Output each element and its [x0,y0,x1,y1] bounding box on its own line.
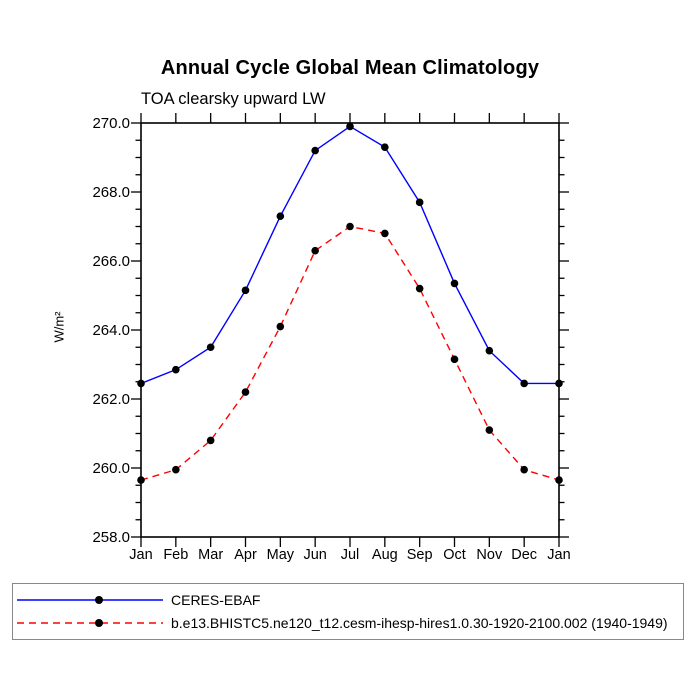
x-tick-label: Feb [163,547,188,563]
chart-title: Annual Cycle Global Mean Climatology [160,57,540,79]
legend-item-ceres-ebaf: CERES-EBAF [15,592,683,608]
data-point-marker [206,343,215,352]
y-tick-label: 266.0 [92,253,130,270]
y-tick-label: 264.0 [92,322,130,339]
legend-item-model-run: b.e13.BHISTC5.ne120_t12.cesm-ihesp-hires… [15,615,683,631]
y-tick-label: 260.0 [92,460,130,477]
legend-line-sample-dashed [17,619,163,628]
data-point-marker [381,143,389,151]
data-point-marker [520,465,528,474]
x-tick-label: Nov [476,547,503,563]
x-tick-label: Aug [372,547,398,563]
x-tick-label: Jan [547,547,570,563]
plot-box [140,122,560,538]
legend-marker-icon [95,619,103,628]
x-tick-label: Apr [234,547,257,563]
data-point-marker [172,365,180,374]
legend: CERES-EBAF b.e13.BHISTC5.ne120_t12.cesm-… [12,583,684,640]
data-point-marker [415,198,424,207]
data-point-marker [311,146,319,155]
data-point-marker [555,379,563,388]
x-tick-label: Sep [407,547,433,563]
data-point-marker [241,286,250,295]
series-line-0 [140,125,559,385]
y-tick-label: 268.0 [92,184,130,201]
data-point-marker [206,436,215,445]
data-point-marker [276,212,285,220]
data-point-marker [346,122,354,131]
data-point-marker [172,465,180,474]
x-tick-label: Jan [129,547,152,563]
data-point-marker [485,426,494,434]
data-point-marker [555,476,563,484]
data-point-marker [415,284,424,293]
legend-label-ceres-ebaf: CERES-EBAF [171,591,261,608]
data-point-marker [311,246,319,255]
data-point-marker [450,355,459,364]
legend-marker-icon [95,595,103,604]
y-tick-label: 270.0 [92,115,130,132]
data-point-marker [276,322,285,331]
data-point-marker [241,388,250,396]
data-point-marker [450,279,459,288]
y-tick-label: 262.0 [92,391,130,408]
x-tick-label: Dec [511,547,537,563]
data-point-marker [137,476,145,484]
data-point-marker [485,346,494,355]
data-point-marker [520,379,528,388]
chart-subtitle: TOA clearsky upward LW [141,90,326,108]
x-tick-label: Jun [303,547,326,563]
legend-label-model-run: b.e13.BHISTC5.ne120_t12.cesm-ihesp-hires… [171,615,668,632]
legend-line-sample-solid [17,595,163,604]
series-line-1 [140,225,560,481]
data-point-marker [137,379,145,388]
x-tick-label: May [267,547,295,563]
x-tick-label: Mar [198,547,223,563]
data-point-marker [381,229,389,238]
data-point-marker [346,222,354,231]
x-tick-label: Oct [443,547,466,563]
y-tick-label: 258.0 [92,529,130,546]
x-tick-label: Jul [341,547,360,563]
